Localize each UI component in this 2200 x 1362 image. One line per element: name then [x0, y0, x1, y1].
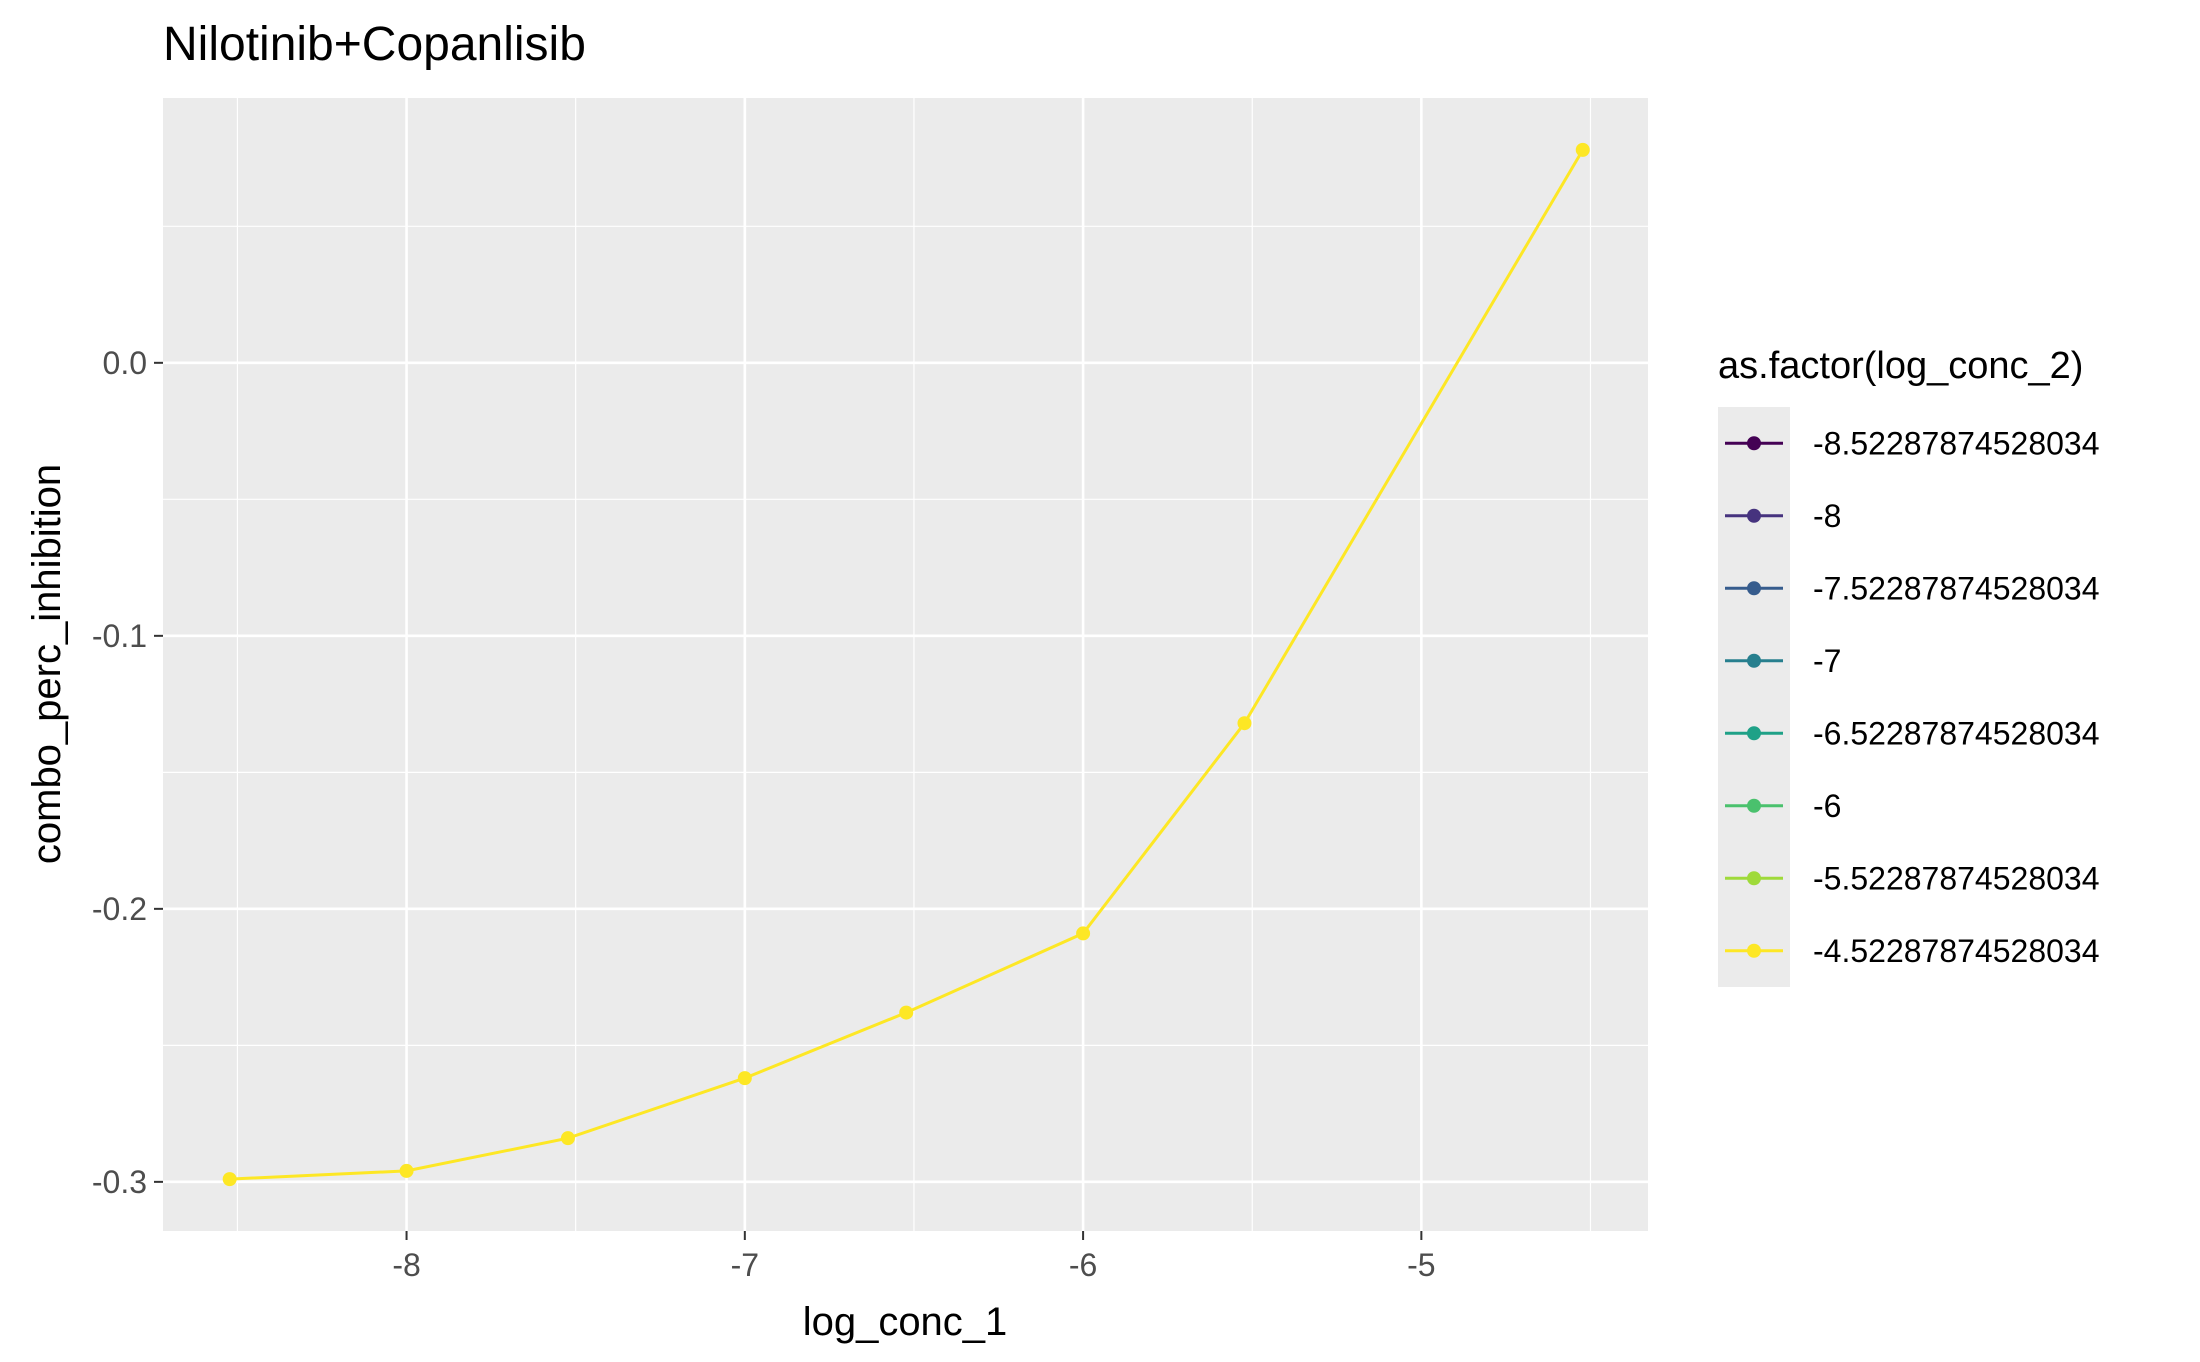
- plot-panel: [163, 98, 1648, 1231]
- data-point: [899, 1005, 914, 1020]
- legend: as.factor(log_conc_2) -8.52287874528034-…: [1718, 345, 2100, 987]
- legend-key-point: [1747, 943, 1761, 958]
- data-point: [1575, 142, 1590, 157]
- legend-key-background: [1718, 407, 1790, 987]
- data-point: [1237, 716, 1252, 731]
- x-tick-label: -6: [1069, 1247, 1097, 1283]
- legend-item: -8.52287874528034: [1725, 425, 2100, 461]
- grid-minor: [163, 98, 1648, 1231]
- y-axis: -0.3 -0.2 -0.1 0.0: [92, 345, 163, 1200]
- y-axis-title: combo_perc_inhibition: [25, 464, 69, 864]
- data-point: [222, 1172, 237, 1187]
- data-point: [399, 1163, 414, 1178]
- legend-label: -6: [1813, 788, 1841, 824]
- grid-major: [163, 98, 1648, 1231]
- y-tick-label: 0.0: [103, 345, 147, 381]
- data-point: [737, 1071, 752, 1086]
- legend-label: -8.52287874528034: [1813, 425, 2100, 461]
- legend-label: -7.52287874528034: [1813, 570, 2100, 606]
- x-axis-title: log_conc_1: [803, 1300, 1008, 1344]
- legend-label: -4.52287874528034: [1813, 933, 2100, 969]
- legend-items: -8.52287874528034 -8 -7.52287874528034 -7 -6…: [1725, 425, 2100, 969]
- x-tick-label: -8: [392, 1247, 420, 1283]
- legend-title: as.factor(log_conc_2): [1718, 345, 2083, 387]
- legend-key-point: [1747, 726, 1761, 741]
- x-tick-label: -5: [1407, 1247, 1435, 1283]
- legend-item: -8: [1725, 498, 1841, 534]
- legend-key-point: [1747, 798, 1761, 813]
- legend-item: -6.52287874528034: [1725, 715, 2100, 751]
- legend-key-point: [1747, 508, 1761, 523]
- legend-key-point: [1747, 436, 1761, 451]
- y-tick-label: -0.3: [92, 1164, 147, 1200]
- series-line: [229, 149, 1585, 1181]
- legend-key-point: [1747, 871, 1761, 886]
- legend-item: -4.52287874528034: [1725, 933, 2100, 969]
- y-tick-label: -0.1: [92, 618, 147, 654]
- data-point: [560, 1131, 575, 1146]
- series-layer: [222, 142, 1590, 1187]
- legend-item: -7: [1725, 643, 1841, 679]
- y-tick-label: -0.2: [92, 891, 147, 927]
- legend-label: -8: [1813, 498, 1841, 534]
- legend-item: -6: [1725, 788, 1841, 824]
- data-point: [1076, 926, 1091, 941]
- legend-item: -7.52287874528034: [1725, 570, 2100, 606]
- legend-label: -5.52287874528034: [1813, 860, 2100, 896]
- chart-title: Nilotinib+Copanlisib: [163, 18, 586, 71]
- x-axis: -8 -7 -6 -5: [392, 1231, 1436, 1283]
- legend-item: -5.52287874528034: [1725, 860, 2100, 896]
- legend-label: -7: [1813, 643, 1841, 679]
- x-tick-label: -7: [731, 1247, 759, 1283]
- legend-key-point: [1747, 653, 1761, 668]
- legend-key-point: [1747, 581, 1761, 596]
- legend-label: -6.52287874528034: [1813, 715, 2100, 751]
